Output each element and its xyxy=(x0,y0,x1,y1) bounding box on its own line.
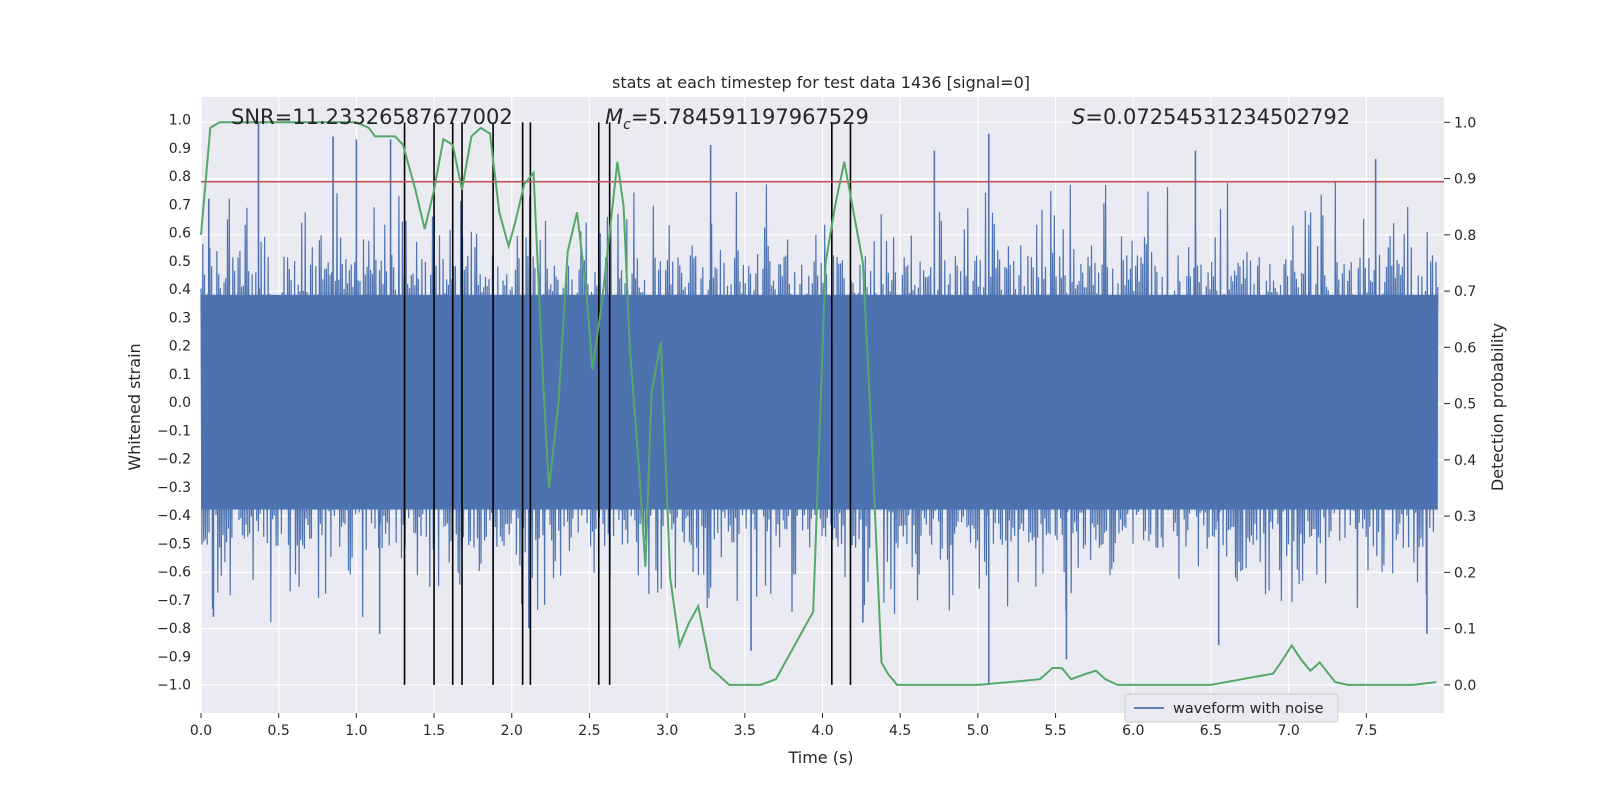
legend-box xyxy=(1124,693,1339,723)
spin-symbol: S xyxy=(1072,105,1085,129)
x-axis-label: Time (s) xyxy=(787,748,853,767)
x-tick-label: 1.5 xyxy=(423,723,445,739)
right-y-tick-label: 0.9 xyxy=(1454,172,1476,188)
x-tick-label: 3.0 xyxy=(656,723,678,739)
left-y-axis-ticks: 1.0 0.9 0.8 0.7 0.6 0.5 0.4 0.3 0.2 0.1 0.0 −0.1 −0.… xyxy=(157,113,191,694)
chirp-mass-symbol: M xyxy=(605,105,623,129)
right-y-tick-label: 0.2 xyxy=(1454,565,1476,581)
legend-waveform-label: waveform with noise xyxy=(1173,701,1324,717)
x-axis-ticks: 0.0 0.5 1.0 1.5 2.0 2.5 3.0 3.5 4.0 4.5 5.0 5.5 6.0 6… xyxy=(190,713,1377,739)
right-y-axis-ticks: 1.0 0.9 0.8 0.7 0.6 0.5 0.4 0.3 0.2 0.1 0.0 xyxy=(1444,115,1476,694)
chirp-mass-annotation: Mc=5.784591197967529 xyxy=(605,105,869,133)
right-y-tick-label: 0.5 xyxy=(1454,397,1476,413)
right-y-tick-label: 1.0 xyxy=(1454,115,1476,131)
left-y-tick-label: 0.2 xyxy=(169,339,191,355)
right-y-axis-label: Detection probability xyxy=(1488,323,1507,491)
left-y-tick-label: 0.8 xyxy=(169,169,191,185)
left-y-tick-label: 0.7 xyxy=(169,197,191,213)
x-tick-label: 4.0 xyxy=(811,723,833,739)
right-y-tick-label: 0.6 xyxy=(1454,340,1476,356)
right-y-tick-label: 0.7 xyxy=(1454,284,1476,300)
x-tick-label: 4.5 xyxy=(889,723,911,739)
chirp-mass-value: =5.784591197967529 xyxy=(631,105,869,129)
vertical-markers xyxy=(403,122,852,685)
x-tick-label: 1.0 xyxy=(345,723,367,739)
x-tick-label: 6.5 xyxy=(1200,723,1222,739)
left-y-tick-label: 0.5 xyxy=(169,254,191,270)
spin-value: =0.07254531234502792 xyxy=(1085,105,1350,129)
left-y-tick-label: −0.4 xyxy=(157,508,191,524)
left-y-tick-label: 0.9 xyxy=(169,141,191,157)
left-y-tick-label: 0.0 xyxy=(169,395,191,411)
waveform-series xyxy=(200,122,1439,685)
left-y-tick-label: 0.1 xyxy=(169,367,191,383)
left-y-tick-label: −0.1 xyxy=(157,423,191,439)
chart-title: stats at each timestep for test data 143… xyxy=(612,73,1030,92)
chirp-mass-subscript: c xyxy=(623,117,631,133)
left-y-tick-label: −0.2 xyxy=(157,452,191,468)
left-y-tick-label: −0.6 xyxy=(157,565,191,581)
left-y-axis-label: Whitened strain xyxy=(125,343,144,470)
x-tick-label: 6.0 xyxy=(1122,723,1144,739)
legend: waveform with noise xyxy=(1124,693,1339,723)
x-tick-label: 7.0 xyxy=(1277,723,1299,739)
left-y-tick-label: −1.0 xyxy=(157,678,191,694)
left-y-tick-label: 1.0 xyxy=(169,113,191,129)
left-y-tick-label: 0.6 xyxy=(169,226,191,242)
left-y-tick-label: −0.9 xyxy=(157,649,191,665)
right-y-tick-label: 0.4 xyxy=(1454,453,1476,469)
spin-annotation: S=0.07254531234502792 xyxy=(1072,105,1350,129)
left-y-tick-label: −0.7 xyxy=(157,593,191,609)
x-tick-label: 5.0 xyxy=(967,723,989,739)
probability-series xyxy=(200,121,1437,686)
x-tick-label: 3.5 xyxy=(734,723,756,739)
left-y-tick-label: 0.3 xyxy=(169,310,191,326)
left-y-tick-label: −0.8 xyxy=(157,621,191,637)
left-y-tick-label: −0.3 xyxy=(157,480,191,496)
right-y-tick-label: 0.8 xyxy=(1454,228,1476,244)
x-tick-label: 7.5 xyxy=(1355,723,1377,739)
x-tick-label: 2.0 xyxy=(501,723,523,739)
waveform-trace xyxy=(200,182,1439,623)
x-tick-label: 5.5 xyxy=(1044,723,1066,739)
x-tick-label: 2.5 xyxy=(578,723,600,739)
right-y-tick-label: 0.0 xyxy=(1454,678,1476,694)
left-y-tick-label: −0.5 xyxy=(157,536,191,552)
right-y-tick-label: 0.1 xyxy=(1454,622,1476,638)
left-y-tick-label: 0.4 xyxy=(169,282,191,298)
snr-annotation: SNR=11.23326587677002 xyxy=(231,105,513,129)
right-y-tick-label: 0.3 xyxy=(1454,509,1476,525)
x-tick-label: 0.5 xyxy=(268,723,290,739)
x-tick-label: 0.0 xyxy=(190,723,212,739)
